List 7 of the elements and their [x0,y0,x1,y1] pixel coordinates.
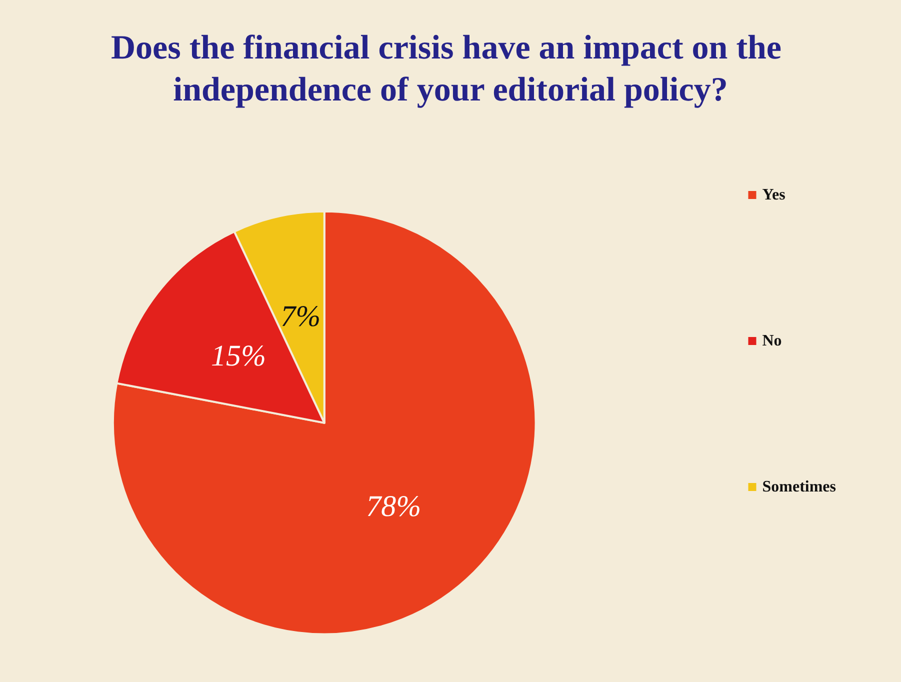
legend-label: Sometimes [762,478,836,496]
data-label: 15% [210,340,266,373]
legend-label: Yes [762,186,786,204]
chart-title: Does the financial crisis have an impact on the independence of your editorial policy? [110,30,790,108]
data-label: 78% [366,490,422,524]
legend-label: No [762,332,782,350]
data-label: 7% [280,300,321,334]
